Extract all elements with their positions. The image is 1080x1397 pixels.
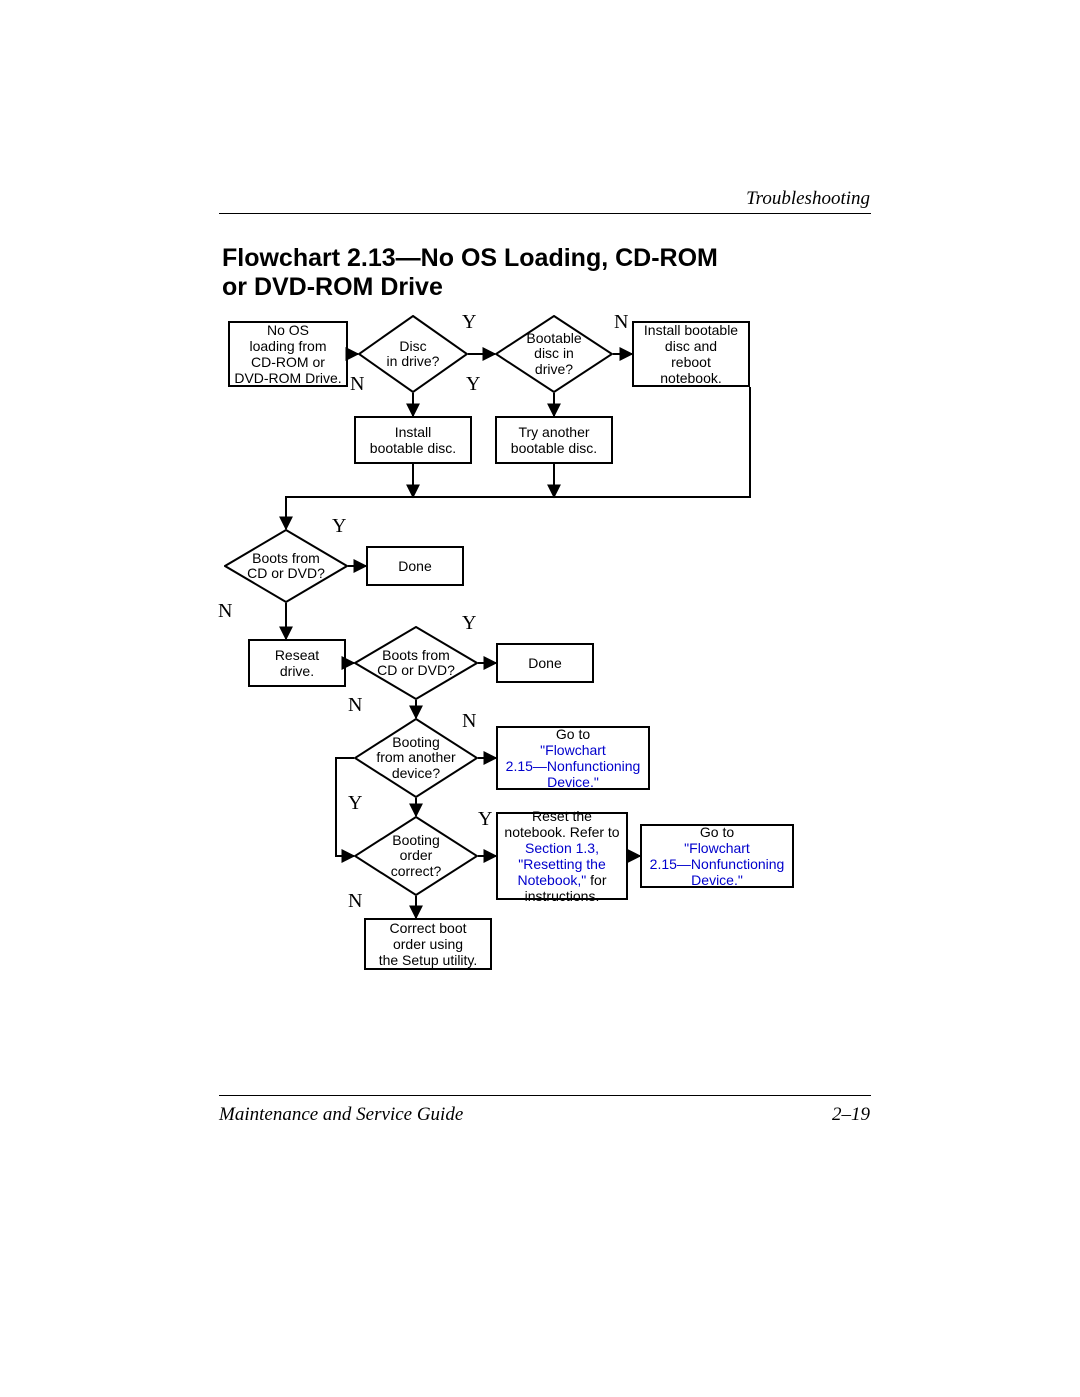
page-title: Flowchart 2.13—No OS Loading, CD-ROM or … bbox=[222, 244, 718, 302]
footer-left: Maintenance and Service Guide bbox=[219, 1104, 463, 1126]
yn-label: N bbox=[614, 311, 628, 334]
node-correctBoot: Correct bootorder usingthe Setup utility… bbox=[364, 918, 492, 970]
yn-label: Y bbox=[332, 515, 346, 538]
node-done1: Done bbox=[366, 546, 464, 586]
node-boots2: Boots fromCD or DVD? bbox=[354, 626, 478, 700]
node-installReboot: Install bootabledisc andrebootnotebook. bbox=[632, 321, 750, 387]
node-start: No OSloading fromCD-ROM orDVD-ROM Drive. bbox=[228, 321, 348, 387]
yn-label: Y bbox=[466, 373, 480, 396]
yn-label: Y bbox=[462, 311, 476, 334]
yn-label: Y bbox=[348, 792, 362, 815]
node-boots1: Boots fromCD or DVD? bbox=[224, 529, 348, 603]
node-resetNb: Reset thenotebook. Refer toSection 1.3,"… bbox=[496, 812, 628, 900]
node-tryAnother: Try anotherbootable disc. bbox=[495, 416, 613, 464]
yn-label: N bbox=[350, 373, 364, 396]
yn-label: Y bbox=[478, 808, 492, 831]
node-reseat: Reseatdrive. bbox=[248, 639, 346, 687]
flow-edges bbox=[0, 0, 1080, 1397]
rule-top bbox=[219, 213, 871, 214]
node-bootOrder: Bootingordercorrect? bbox=[354, 816, 478, 896]
yn-label: N bbox=[348, 890, 362, 913]
yn-label: N bbox=[218, 600, 232, 623]
footer-right: 2–19 bbox=[832, 1104, 870, 1126]
node-discInDrive: Discin drive? bbox=[358, 315, 468, 393]
node-bootAnother: Bootingfrom anotherdevice? bbox=[354, 718, 478, 798]
rule-bottom bbox=[219, 1095, 871, 1096]
node-installDisc: Installbootable disc. bbox=[354, 416, 472, 464]
node-goto2: Go to"Flowchart2.15—NonfunctioningDevice… bbox=[640, 824, 794, 888]
node-goto1: Go to"Flowchart2.15—NonfunctioningDevice… bbox=[496, 726, 650, 790]
title-line-1: Flowchart 2.13—No OS Loading, CD-ROM bbox=[222, 244, 718, 272]
section-header: Troubleshooting bbox=[746, 188, 870, 210]
yn-label: N bbox=[462, 710, 476, 733]
node-done2: Done bbox=[496, 643, 594, 683]
yn-label: N bbox=[348, 694, 362, 717]
title-line-2: or DVD-ROM Drive bbox=[222, 273, 443, 301]
node-bootableDisc: Bootabledisc indrive? bbox=[495, 315, 613, 393]
yn-label: Y bbox=[462, 612, 476, 635]
